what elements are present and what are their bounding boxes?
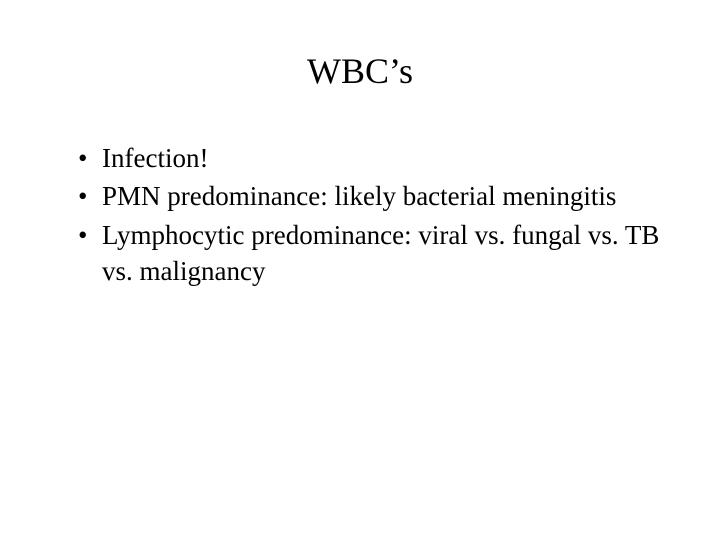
bullet-item: PMN predominance: likely bacterial menin… <box>78 178 660 214</box>
bullet-item: Infection! <box>78 140 660 176</box>
bullet-item: Lymphocytic predominance: viral vs. fung… <box>78 217 660 290</box>
bullet-list: Infection! PMN predominance: likely bact… <box>60 140 660 290</box>
slide-container: WBC’s Infection! PMN predominance: likel… <box>0 0 720 540</box>
slide-title: WBC’s <box>60 50 660 92</box>
